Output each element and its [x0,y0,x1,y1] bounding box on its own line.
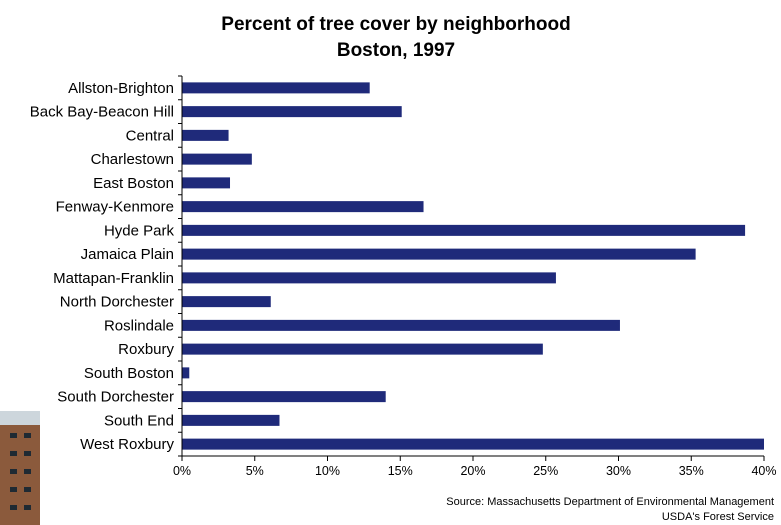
bar-roxbury [182,343,543,355]
bar-south-dorchester [182,391,386,403]
source-line-1: Source: Massachusetts Department of Envi… [446,496,774,508]
x-tick-label: 15% [388,464,413,478]
category-label-central: Central [126,127,174,144]
category-label-charlestown: Charlestown [91,151,174,168]
bar-fenway-kenmore [182,201,424,213]
bar-charlestown [182,153,252,165]
bar-roslindale [182,319,620,331]
bar-central [182,129,229,141]
source-line-2: USDA's Forest Service [662,511,774,523]
building-photo [0,411,40,525]
category-label-roslindale: Roslindale [104,317,174,334]
bar-jamaica-plain [182,248,696,260]
category-label-north-dorchester: North Dorchester [60,294,174,311]
x-tick-label: 35% [679,464,704,478]
category-label-south-boston: South Boston [84,365,174,382]
category-label-allston-brighton: Allston-Brighton [68,80,174,97]
category-label-hyde-park: Hyde Park [104,222,175,239]
bar-hyde-park [182,224,746,236]
bar-north-dorchester [182,296,271,308]
category-label-south-dorchester: South Dorchester [57,389,174,406]
bar-south-boston [182,367,190,379]
x-tick-label: 20% [460,464,485,478]
category-label-west-roxbury: West Roxbury [80,436,174,453]
x-tick-label: 0% [173,464,191,478]
bar-mattapan-franklin [182,272,556,284]
category-label-back-bay-beacon-hill: Back Bay-Beacon Hill [30,104,174,121]
x-tick-label: 30% [606,464,631,478]
category-label-roxbury: Roxbury [118,341,174,358]
chart-title-line-1: Percent of tree cover by neighborhood [221,14,570,35]
bar-back-bay-beacon-hill [182,106,402,118]
bar-west-roxbury [182,438,764,450]
category-label-fenway-kenmore: Fenway-Kenmore [56,199,174,216]
category-label-jamaica-plain: Jamaica Plain [81,246,174,263]
x-tick-label: 10% [315,464,340,478]
category-label-east-boston: East Boston [93,175,174,192]
x-tick-label: 25% [533,464,558,478]
bar-allston-brighton [182,82,370,94]
bar-south-end [182,414,280,426]
chart-title-line-2: Boston, 1997 [337,40,455,61]
bar-east-boston [182,177,231,189]
category-label-mattapan-franklin: Mattapan-Franklin [53,270,174,287]
x-tick-label: 40% [751,464,776,478]
category-label-south-end: South End [104,412,174,429]
plot-area: Allston-Brighton Back Bay-Beacon Hill Cent… [30,75,777,478]
x-tick-label: 5% [246,464,264,478]
